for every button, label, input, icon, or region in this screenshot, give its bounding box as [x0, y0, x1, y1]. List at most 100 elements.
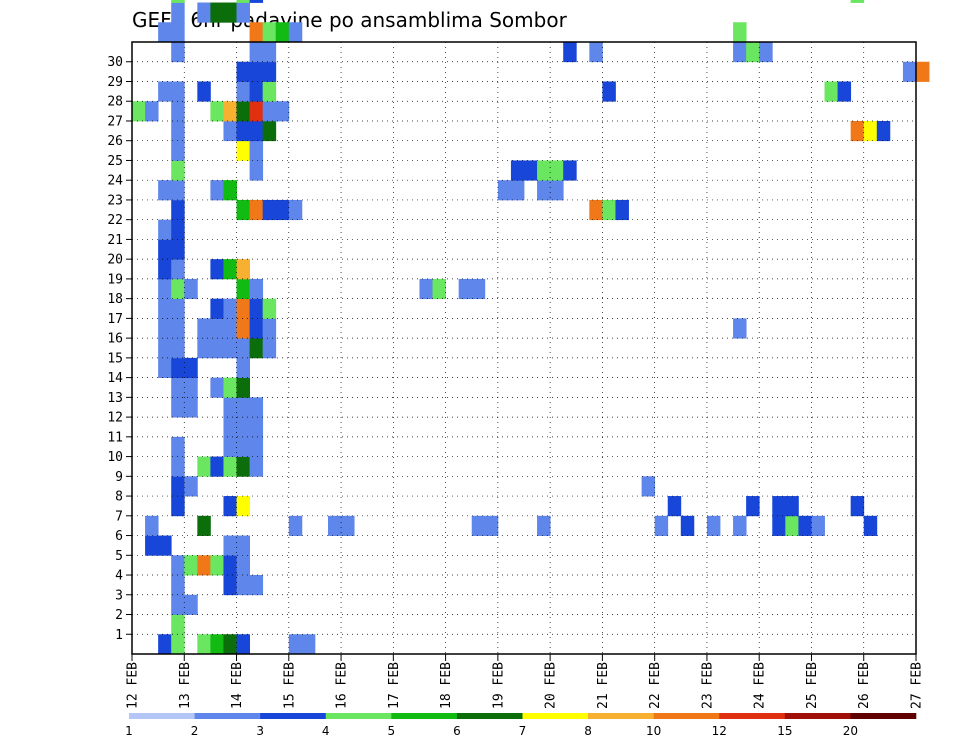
y-tick-label: 9 — [115, 470, 123, 485]
x-tick-label: 24 FEB — [753, 662, 768, 709]
heatmap-cell — [223, 575, 237, 596]
legend-swatch — [391, 713, 458, 719]
heatmap-cell — [589, 42, 603, 63]
x-tick-label: 19 FEB — [491, 662, 506, 709]
heatmap-cell — [210, 338, 224, 359]
heatmap-cell — [132, 101, 146, 122]
heatmap-cell — [171, 496, 185, 517]
heatmap-cell — [249, 199, 264, 221]
heatmap-cell — [288, 634, 303, 655]
heatmap-cell — [863, 120, 878, 142]
heatmap-cell — [615, 199, 629, 221]
heatmap-cell — [471, 515, 486, 536]
heatmap-cell — [262, 318, 277, 339]
legend-label: 4 — [322, 724, 330, 738]
heatmap-cell — [275, 199, 290, 221]
heatmap-cell — [432, 278, 446, 300]
heatmap-cell — [288, 22, 303, 43]
heatmap-cell — [184, 555, 198, 576]
legend-swatch — [522, 713, 589, 719]
heatmap-cell — [876, 120, 891, 142]
heatmap-cell — [210, 298, 224, 319]
heatmap-cell — [158, 338, 172, 359]
heatmap-cell — [563, 160, 577, 181]
heatmap-cell — [902, 61, 917, 82]
heatmap-cell — [210, 2, 224, 23]
heatmap-cell — [706, 515, 721, 536]
heatmap-cell — [537, 160, 551, 181]
heatmap-cell — [249, 456, 264, 477]
heatmap-cell — [667, 496, 682, 517]
heatmap-cell — [171, 101, 185, 122]
heatmap-cell — [772, 515, 786, 536]
heatmap-cell — [249, 298, 264, 319]
heatmap-cell — [236, 357, 250, 379]
heatmap-cell — [171, 22, 185, 43]
heatmap-cell — [863, 515, 878, 536]
legend-label: 5 — [388, 724, 396, 738]
y-tick-label: 10 — [107, 450, 123, 465]
x-tick-label: 16 FEB — [335, 662, 350, 709]
y-tick-label: 12 — [107, 411, 123, 426]
heatmap-cell — [262, 199, 277, 221]
heatmap-cell — [171, 614, 185, 635]
heatmap-cell — [537, 180, 551, 201]
heatmap-cell — [184, 357, 198, 379]
heatmap-cell — [223, 338, 237, 359]
y-tick-label: 17 — [107, 312, 123, 327]
heatmap-cell — [249, 61, 264, 82]
heatmap-cell — [563, 42, 577, 63]
y-tick-label: 28 — [107, 95, 123, 110]
heatmap-cell — [158, 318, 172, 339]
heatmap-cell — [197, 634, 211, 655]
y-tick-label: 18 — [107, 292, 123, 307]
heatmap-cell — [158, 259, 172, 280]
heatmap-cell — [249, 397, 264, 418]
heatmap-cell — [171, 634, 185, 655]
legend-swatch — [456, 713, 523, 719]
heatmap-cell — [236, 101, 250, 122]
heatmap-cell — [223, 417, 237, 438]
y-tick-label: 22 — [107, 213, 123, 228]
y-tick-label: 16 — [107, 332, 123, 347]
heatmap-cell — [837, 81, 852, 102]
heatmap-cell — [171, 81, 185, 102]
heatmap-cell — [249, 81, 264, 102]
heatmap-cell — [746, 42, 760, 63]
plot-frame — [131, 41, 917, 655]
heatmap-cell — [158, 535, 172, 556]
heatmap-cell — [171, 397, 185, 418]
heatmap-cell — [236, 634, 250, 655]
heatmap-cell — [236, 555, 250, 576]
heatmap-cell — [184, 594, 198, 615]
heatmap-cell — [419, 278, 433, 300]
heatmap-cell — [328, 515, 342, 536]
heatmap-cell — [158, 298, 172, 319]
y-tick-label: 13 — [107, 391, 123, 406]
y-tick-label: 4 — [115, 569, 123, 584]
heatmap-cell — [223, 180, 237, 201]
heatmap-cell — [733, 515, 747, 536]
heatmap-cell — [171, 219, 185, 240]
heatmap-cell — [171, 594, 185, 615]
heatmap-cell — [236, 2, 250, 23]
heatmap-cell — [210, 318, 224, 339]
heatmap-cell — [916, 61, 930, 82]
heatmap-cell — [158, 22, 172, 43]
heatmap-cell — [249, 160, 264, 181]
heatmap-cell — [654, 515, 669, 536]
heatmap-cell — [236, 298, 250, 319]
heatmap-cell — [510, 180, 525, 201]
heatmap-cell — [171, 180, 185, 201]
heatmap-cell — [262, 298, 277, 319]
heatmap-cell — [210, 555, 224, 576]
heatmap-cell — [759, 42, 773, 63]
heatmap-cell — [236, 338, 250, 359]
legend-label: 12 — [712, 724, 727, 738]
heatmap-cell — [733, 42, 747, 63]
heatmap-cell — [262, 22, 277, 43]
heatmap-cell — [249, 278, 264, 300]
heatmap-cell — [223, 318, 237, 339]
heatmap-cell — [746, 496, 760, 517]
heatmap-cell — [210, 180, 224, 201]
